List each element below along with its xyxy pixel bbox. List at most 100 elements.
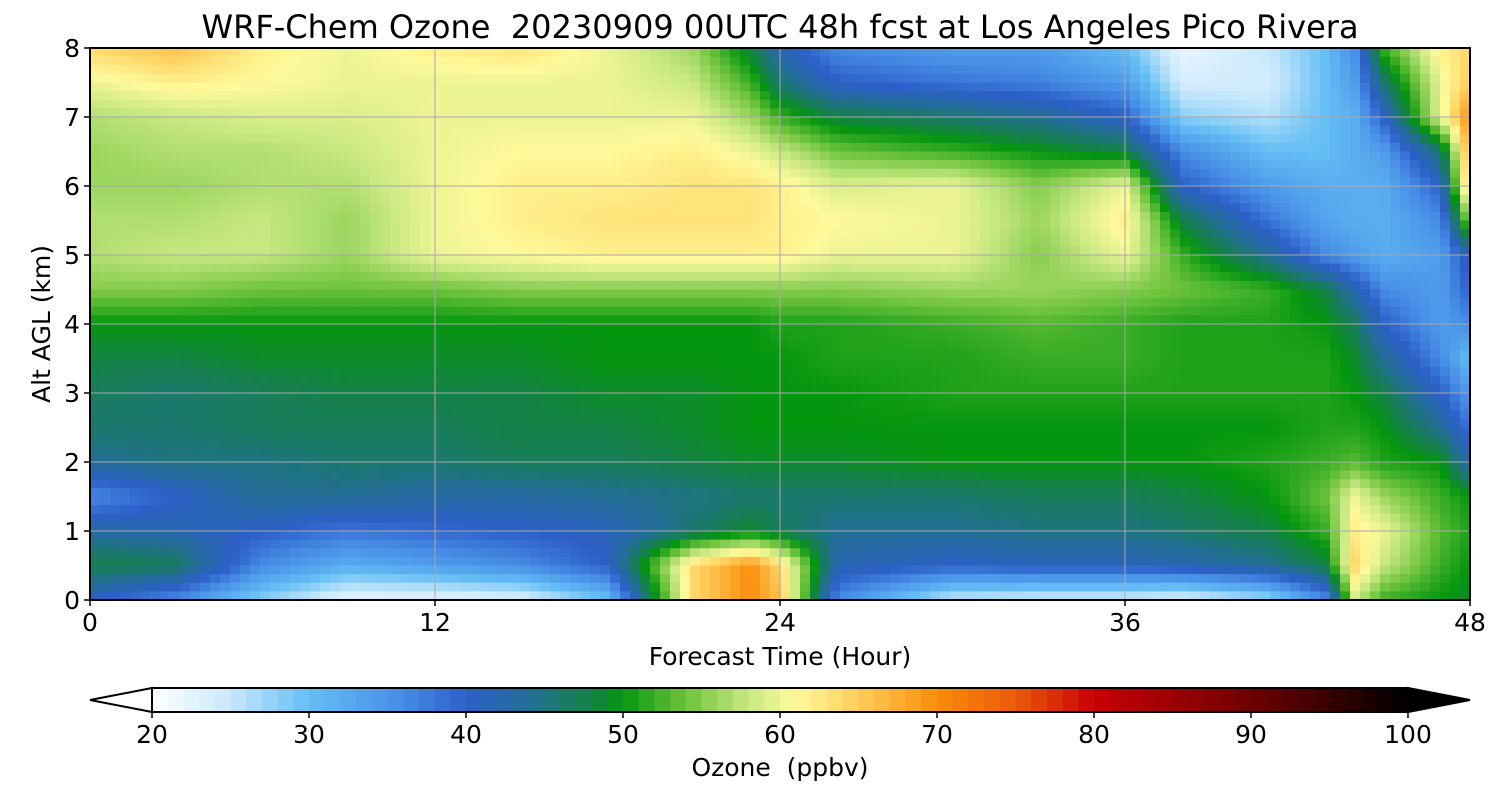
heatmap-cell xyxy=(190,56,201,66)
heatmap-cell xyxy=(1270,315,1281,325)
heatmap-cell xyxy=(830,73,841,84)
heatmap-cell xyxy=(900,324,911,334)
heatmap-cell xyxy=(1290,255,1301,265)
heatmap-cell xyxy=(460,272,471,282)
heatmap-cell xyxy=(630,280,641,291)
heatmap-cell xyxy=(130,324,141,334)
heatmap-cell xyxy=(340,56,351,66)
heatmap-cell xyxy=(260,186,271,196)
heatmap-cell xyxy=(530,142,541,153)
heatmap-cell xyxy=(1310,177,1321,187)
heatmap-cell xyxy=(1240,324,1251,334)
heatmap-cell xyxy=(190,117,201,127)
heatmap-cell xyxy=(310,358,321,368)
heatmap-cell xyxy=(130,203,141,213)
heatmap-cell xyxy=(800,203,811,213)
heatmap-cell xyxy=(1340,324,1351,334)
heatmap-cell xyxy=(1180,91,1191,101)
heatmap-cell xyxy=(710,341,721,351)
heatmap-cell xyxy=(1380,237,1391,247)
heatmap-cell xyxy=(890,298,901,308)
heatmap-cell xyxy=(990,220,1001,230)
heatmap-cell xyxy=(530,229,541,239)
heatmap-cell xyxy=(750,91,761,101)
heatmap-cell xyxy=(630,82,641,92)
heatmap-cell xyxy=(700,177,711,187)
heatmap-cell xyxy=(1150,48,1161,58)
heatmap-cell xyxy=(760,177,771,187)
heatmap-cell xyxy=(690,246,701,256)
heatmap-cell xyxy=(150,211,161,222)
heatmap-cell xyxy=(530,203,541,213)
heatmap-cell xyxy=(950,125,961,135)
heatmap-cell xyxy=(1300,142,1311,153)
heatmap-cell xyxy=(380,349,391,360)
heatmap-cell xyxy=(280,220,291,230)
heatmap-cell xyxy=(140,203,151,213)
heatmap-cell xyxy=(230,306,241,316)
heatmap-cell xyxy=(550,332,561,342)
heatmap-cell xyxy=(120,255,131,265)
heatmap-cell xyxy=(910,341,921,351)
heatmap-cell xyxy=(720,56,731,66)
heatmap-cell xyxy=(1170,349,1181,360)
heatmap-cell xyxy=(110,99,121,109)
heatmap-cell xyxy=(260,255,271,265)
heatmap-cell xyxy=(950,186,961,196)
heatmap-cell xyxy=(340,237,351,247)
heatmap-cell xyxy=(1260,194,1271,204)
heatmap-cell xyxy=(1110,82,1121,92)
heatmap-cell xyxy=(570,272,581,282)
heatmap-cell xyxy=(690,298,701,308)
heatmap-cell xyxy=(350,82,361,92)
heatmap-cell xyxy=(1320,246,1331,256)
heatmap-cell xyxy=(1020,211,1031,222)
heatmap-cell xyxy=(1200,237,1211,247)
heatmap-cell xyxy=(490,237,501,247)
heatmap-cell xyxy=(640,341,651,351)
heatmap-cell xyxy=(910,229,921,239)
heatmap-cell xyxy=(310,160,321,170)
heatmap-cell xyxy=(670,306,681,316)
heatmap-cell xyxy=(740,48,751,58)
heatmap-cell xyxy=(1390,203,1401,213)
heatmap-cell xyxy=(1220,134,1231,144)
heatmap-cell xyxy=(220,56,231,66)
heatmap-cell xyxy=(1240,56,1251,66)
heatmap-cell xyxy=(600,289,611,299)
heatmap-cell xyxy=(290,315,301,325)
heatmap-cell xyxy=(800,56,811,66)
heatmap-cell xyxy=(840,237,851,247)
heatmap-cell xyxy=(1310,194,1321,204)
heatmap-cell xyxy=(680,349,691,360)
heatmap-cell xyxy=(1080,177,1091,187)
heatmap-cell xyxy=(420,194,431,204)
heatmap-cell xyxy=(1020,272,1031,282)
heatmap-cell xyxy=(1400,48,1411,58)
heatmap-cell xyxy=(1430,324,1441,334)
heatmap-cell xyxy=(1450,289,1461,299)
heatmap-cell xyxy=(770,211,781,222)
heatmap-cell xyxy=(480,289,491,299)
heatmap-cell xyxy=(110,229,121,239)
heatmap-cell xyxy=(1300,237,1311,247)
heatmap-cell xyxy=(370,358,381,368)
heatmap-cell xyxy=(1090,168,1101,178)
heatmap-cell xyxy=(1190,220,1201,230)
heatmap-cell xyxy=(690,82,701,92)
heatmap-cell xyxy=(850,142,861,153)
heatmap-cell xyxy=(610,246,621,256)
heatmap-cell xyxy=(330,117,341,127)
heatmap-cell xyxy=(1460,289,1470,299)
heatmap-cell xyxy=(1170,220,1181,230)
heatmap-cell xyxy=(730,211,741,222)
heatmap-cell xyxy=(1140,91,1151,101)
heatmap-cell xyxy=(590,142,601,153)
heatmap-cell xyxy=(770,160,781,170)
heatmap-cell xyxy=(370,168,381,178)
heatmap-cell xyxy=(480,99,491,109)
heatmap-cell xyxy=(1370,255,1381,265)
heatmap-cell xyxy=(1170,48,1181,58)
heatmap-cell xyxy=(1260,332,1271,342)
heatmap-cell xyxy=(580,332,591,342)
